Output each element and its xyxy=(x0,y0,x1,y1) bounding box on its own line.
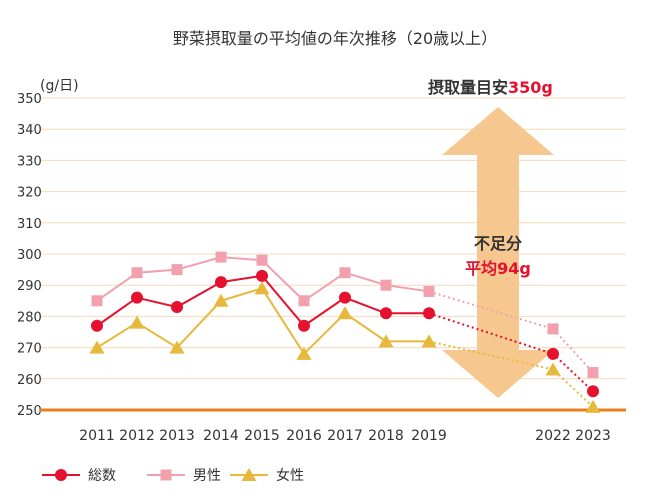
data-point xyxy=(91,319,103,332)
data-point xyxy=(296,346,312,360)
y-tick-label: 250 xyxy=(17,404,42,419)
y-tick-label: 260 xyxy=(17,373,42,388)
legend-label: 女性 xyxy=(276,467,304,484)
x-tick-label: 2018 xyxy=(368,428,404,444)
legend-label: 男性 xyxy=(193,468,221,484)
series-group xyxy=(89,251,601,413)
y-tick-label: 350 xyxy=(17,92,42,107)
data-point xyxy=(131,291,143,304)
data-point xyxy=(378,334,394,348)
target-label-value: 350g xyxy=(508,78,553,97)
x-tick-label: 2017 xyxy=(327,428,363,444)
x-tick-label: 2016 xyxy=(286,428,322,444)
series-triangle xyxy=(89,281,601,413)
y-tick-label: 320 xyxy=(17,186,42,201)
grid-lines xyxy=(40,97,626,380)
y-axis-unit: (g/日) xyxy=(40,78,79,94)
chart-title: 野菜摂取量の平均値の年次推移（20歳以上） xyxy=(173,29,497,48)
data-point xyxy=(547,347,559,360)
data-point xyxy=(298,319,310,332)
data-point xyxy=(337,306,353,320)
data-point xyxy=(256,269,268,282)
y-tick-label: 300 xyxy=(17,248,42,263)
legend: 総数 男性 女性 xyxy=(42,467,304,484)
x-tick-labels: 2011 2012 2013 2014 2015 2016 2017 2018 2019 2022… xyxy=(79,428,611,444)
y-tick-labels: 250 260 270 280 290 300 310 320 330 340 350 xyxy=(17,92,42,419)
data-point xyxy=(380,279,392,291)
data-point xyxy=(171,301,183,314)
y-tick-label: 270 xyxy=(17,342,42,357)
data-point xyxy=(215,276,227,289)
y-tick-label: 340 xyxy=(17,123,42,138)
shortfall-double-arrow xyxy=(442,107,554,398)
data-point xyxy=(129,315,145,329)
data-point xyxy=(339,267,351,279)
data-point xyxy=(171,264,183,276)
x-tick-label: 2022 xyxy=(535,428,571,444)
data-point xyxy=(339,291,351,304)
target-label: 摂取量目安350g xyxy=(428,78,553,97)
data-point xyxy=(423,307,435,320)
y-tick-label: 290 xyxy=(17,279,42,294)
y-tick-label: 280 xyxy=(17,310,42,325)
data-point xyxy=(421,334,437,348)
target-label-prefix: 摂取量目安 xyxy=(428,78,508,97)
legend-marker xyxy=(160,469,172,481)
data-point xyxy=(89,340,105,354)
legend-marker xyxy=(55,469,67,481)
data-point xyxy=(91,295,103,307)
x-tick-label: 2013 xyxy=(159,428,195,444)
data-point xyxy=(547,323,559,335)
data-point xyxy=(585,399,601,413)
y-tick-label: 310 xyxy=(17,217,42,232)
series-square xyxy=(91,251,599,379)
shortfall-label: 不足分 xyxy=(474,234,522,253)
data-point xyxy=(215,251,227,263)
legend-label: 総数 xyxy=(88,468,116,484)
data-point xyxy=(169,340,185,354)
x-tick-label: 2014 xyxy=(203,428,239,444)
x-tick-label: 2015 xyxy=(244,428,280,444)
x-tick-label: 2011 xyxy=(79,428,115,444)
data-point xyxy=(256,254,268,266)
shortfall-arrow xyxy=(442,107,554,398)
legend-marker xyxy=(241,468,257,481)
data-point xyxy=(298,295,310,307)
data-point xyxy=(587,385,599,398)
data-point xyxy=(545,362,561,376)
series-line xyxy=(96,287,429,356)
data-point xyxy=(380,307,392,320)
data-point xyxy=(131,267,143,279)
x-tick-label: 2023 xyxy=(575,428,611,444)
data-point xyxy=(254,281,270,295)
y-tick-label: 330 xyxy=(17,154,42,169)
data-point xyxy=(423,285,435,297)
data-point xyxy=(213,293,229,307)
series-circle xyxy=(91,269,599,398)
data-point xyxy=(587,367,599,379)
x-tick-label: 2012 xyxy=(119,428,155,444)
shortfall-value: 平均94g xyxy=(465,259,531,278)
x-tick-label: 2019 xyxy=(411,428,447,444)
